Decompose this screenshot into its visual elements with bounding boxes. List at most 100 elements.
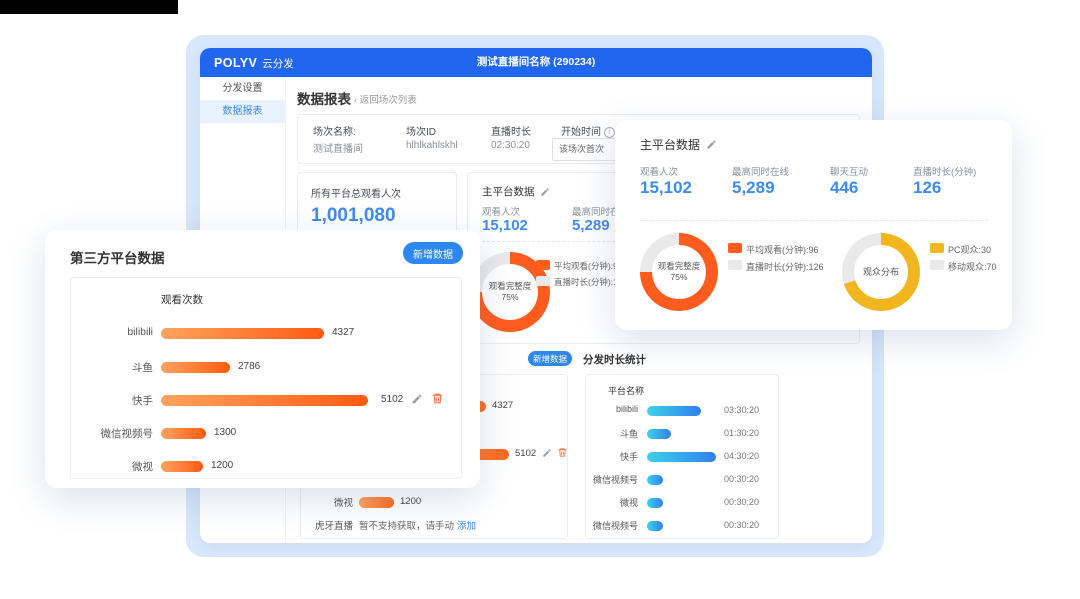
sidebar-item-distribution-settings[interactable]: 分发设置 bbox=[222, 83, 263, 94]
views-column-header: 观看次数 bbox=[161, 294, 203, 306]
main-platform-title: 主平台数据 bbox=[482, 186, 535, 198]
main-platform-floating-card: 主平台数据 观看人次 15,102 最高同时在线 5,289 聊天互动 446 … bbox=[615, 120, 1012, 330]
divider bbox=[640, 220, 988, 221]
third-party-title: 第三方平台数据 bbox=[70, 251, 165, 266]
info-icon[interactable]: i bbox=[603, 127, 615, 138]
dist-row-value: 00:30:20 bbox=[724, 497, 760, 507]
legend-swatch-orange bbox=[728, 243, 742, 253]
completion-donut-chart: 观看完整度 75% bbox=[640, 233, 718, 311]
third-party-floating-card: 第三方平台数据 新增数据 观看次数 bilibili 4327 斗鱼 2786 … bbox=[45, 230, 480, 488]
add-data-button[interactable]: 新增数据 bbox=[403, 242, 463, 264]
dist-row-value: 04:30:20 bbox=[724, 451, 760, 461]
bar bbox=[647, 498, 663, 508]
session-id-value: hlhlkahlskhl bbox=[406, 140, 458, 151]
legend-label: 直播时长(分钟):126 bbox=[554, 277, 628, 287]
legend-label: 移动观众:70 bbox=[948, 262, 997, 272]
dist-row-value: 00:30:20 bbox=[724, 474, 760, 484]
metric-value: 15,102 bbox=[640, 178, 692, 197]
delete-icon[interactable] bbox=[557, 447, 568, 458]
legend-label: PC观众:30 bbox=[948, 245, 992, 255]
bar-row-label: 快手 bbox=[132, 395, 153, 407]
dist-row-label: 微信视频号 bbox=[592, 475, 638, 485]
bar-value: 1200 bbox=[400, 496, 422, 507]
delete-icon[interactable] bbox=[431, 392, 444, 405]
bar-value: 4327 bbox=[492, 400, 514, 411]
bar-value: 2786 bbox=[238, 361, 261, 372]
sidebar-item-data-report[interactable]: 数据报表 bbox=[200, 100, 285, 123]
bar bbox=[161, 395, 368, 406]
metric-label: 最高同时在线 bbox=[572, 207, 630, 218]
legend-label: 平均观看(分钟):96 bbox=[746, 245, 819, 255]
bar-row-label: 微信视频号 bbox=[100, 428, 154, 440]
floating-card-title: 主平台数据 bbox=[640, 138, 701, 152]
bar-value: 5102 bbox=[381, 394, 404, 405]
bar bbox=[359, 497, 394, 508]
unsupported-note: 暂不支持获取，请手动 bbox=[359, 521, 455, 532]
page-title: 数据报表 bbox=[297, 92, 351, 107]
live-duration-label: 直播时长 bbox=[491, 127, 531, 138]
legend-label: 平均观看(分钟):96 bbox=[554, 261, 623, 271]
edit-icon[interactable] bbox=[540, 187, 550, 197]
dist-row-label: bilibili bbox=[615, 404, 638, 414]
app-header: POLYV 云分发 测试直播间名称 (290234) bbox=[200, 48, 872, 77]
edit-icon[interactable] bbox=[411, 393, 423, 405]
bar bbox=[647, 521, 663, 531]
top-left-black-bar bbox=[0, 0, 178, 14]
start-time-label-text: 开始时间 bbox=[561, 127, 601, 138]
back-to-session-list-link[interactable]: ‹ 返回场次列表 bbox=[354, 95, 417, 106]
legend-swatch-gray bbox=[728, 260, 742, 270]
views-chart-panel: 观看次数 bilibili 4327 斗鱼 2786 快手 5102 微信视频号… bbox=[70, 277, 462, 479]
audience-donut-chart: 观众分布 bbox=[842, 233, 920, 311]
window-title: 测试直播间名称 (290234) bbox=[476, 56, 596, 68]
bar-row-label: 微视 bbox=[132, 461, 153, 473]
bar-row-label: 斗鱼 bbox=[132, 362, 153, 374]
start-time-tooltip: 该场次首次 bbox=[552, 138, 617, 161]
bar bbox=[647, 475, 663, 485]
tooltip-text: 该场次首次 bbox=[559, 144, 605, 154]
metric-label: 观看人次 bbox=[640, 167, 679, 178]
bar bbox=[161, 461, 203, 472]
dist-row-value: 01:30:20 bbox=[724, 428, 760, 438]
edit-icon[interactable] bbox=[542, 448, 552, 458]
metric-label: 聊天互动 bbox=[830, 167, 869, 178]
session-name-label: 场次名称: bbox=[313, 127, 356, 138]
dist-row-label: 微信视频号 bbox=[592, 521, 638, 531]
bar-row-label: bilibili bbox=[127, 326, 153, 338]
bar bbox=[161, 428, 206, 439]
start-time-label: 开始时间 i bbox=[561, 123, 615, 138]
metric-value: 15,102 bbox=[482, 217, 528, 234]
add-manually-link[interactable]: 添加 bbox=[457, 521, 477, 532]
bar bbox=[647, 452, 716, 462]
donut-center-label: 观众分布 bbox=[862, 266, 899, 277]
total-views-value: 1,001,080 bbox=[311, 205, 396, 226]
donut-center-percent: 75% bbox=[670, 272, 688, 282]
legend-swatch-gray bbox=[536, 276, 550, 286]
bar bbox=[161, 328, 324, 339]
unsupported-platform-label: 虎牙直播 bbox=[314, 521, 353, 532]
bar bbox=[161, 362, 230, 373]
dist-row-label: 微视 bbox=[619, 498, 638, 508]
bar-value: 5102 bbox=[515, 448, 537, 459]
metric-label: 最高同时在线 bbox=[732, 167, 790, 178]
bar-value: 1200 bbox=[211, 460, 234, 471]
donut-center-label: 观看完整度 bbox=[657, 260, 701, 271]
logo-suffix: 云分发 bbox=[262, 58, 294, 70]
bar-row-label: 微视 bbox=[333, 498, 353, 509]
total-views-label: 所有平台总观看人次 bbox=[311, 189, 401, 200]
add-data-button-small[interactable]: 新增数据 bbox=[528, 351, 572, 366]
bar bbox=[647, 406, 701, 416]
platform-column-header: 平台名称 bbox=[608, 386, 645, 396]
metric-label: 观看人次 bbox=[482, 207, 521, 218]
donut-center-percent: 75% bbox=[501, 292, 519, 302]
metric-value: 446 bbox=[830, 178, 859, 197]
legend-swatch-orange bbox=[536, 260, 550, 270]
metric-value: 5,289 bbox=[572, 217, 610, 234]
session-id-label: 场次ID bbox=[406, 127, 436, 138]
distribution-duration-panel: 平台名称 bilibili 03:30:20 斗鱼 01:30:20 快手 04… bbox=[585, 374, 779, 539]
dist-row-value: 00:30:20 bbox=[724, 520, 760, 530]
metric-label: 直播时长(分钟) bbox=[913, 167, 977, 178]
logo-text: POLYV bbox=[214, 56, 258, 70]
live-duration-value: 02:30:20 bbox=[491, 140, 530, 151]
edit-icon[interactable] bbox=[706, 139, 717, 150]
